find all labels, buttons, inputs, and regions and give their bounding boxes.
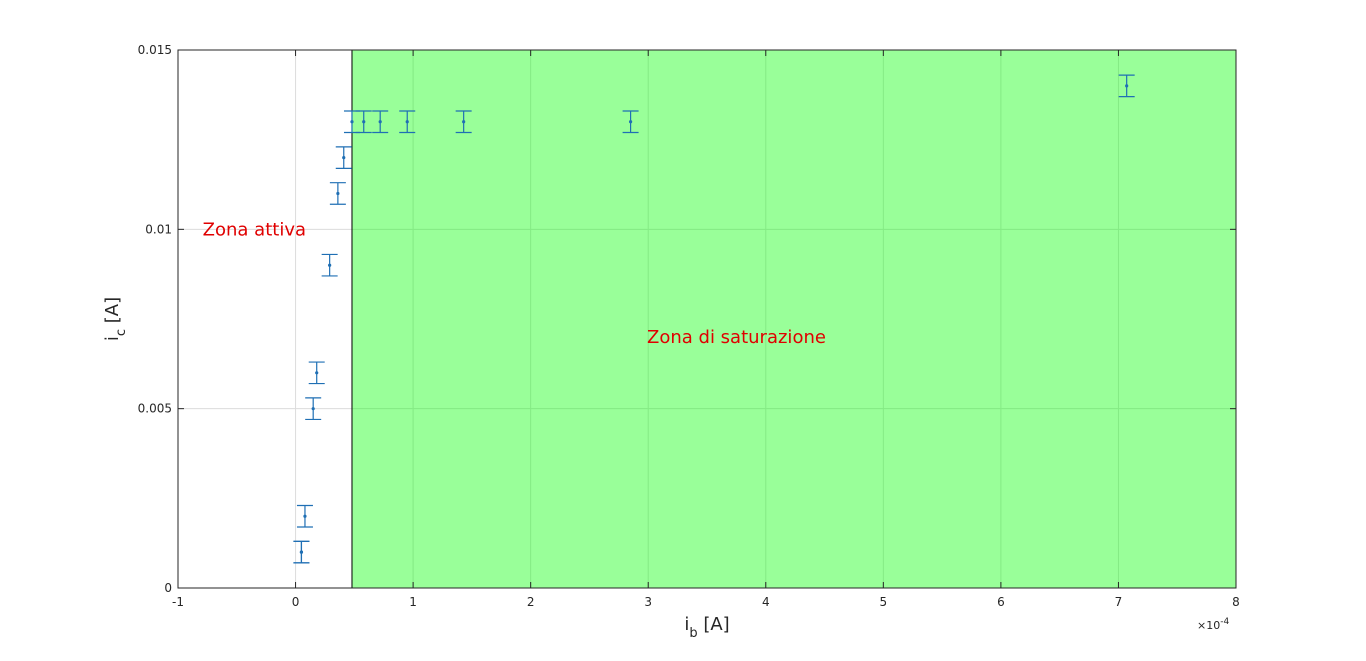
point-marker bbox=[405, 120, 409, 124]
data-point bbox=[355, 110, 372, 134]
x-tick-label: -1 bbox=[172, 595, 184, 609]
data-point bbox=[293, 540, 310, 564]
data-point bbox=[622, 110, 639, 134]
point-marker bbox=[628, 120, 633, 124]
x-tick-label: 6 bbox=[997, 595, 1005, 609]
x-tick-label: 1 bbox=[409, 595, 417, 609]
data-points bbox=[293, 74, 1135, 564]
point-marker bbox=[362, 120, 366, 124]
y-tick-label: 0 bbox=[164, 581, 172, 595]
data-point bbox=[305, 397, 322, 421]
point-marker bbox=[1125, 84, 1129, 88]
point-marker bbox=[315, 371, 319, 375]
data-point bbox=[308, 361, 325, 385]
x-axis-label: ib [A] bbox=[684, 614, 729, 641]
x-tick-label: 5 bbox=[880, 595, 888, 609]
point-marker bbox=[378, 120, 382, 124]
point-marker bbox=[342, 156, 346, 160]
data-point bbox=[399, 110, 416, 134]
x-tick-label: 2 bbox=[527, 595, 535, 609]
x-tick-label: 4 bbox=[762, 595, 770, 609]
annotation-label: Zona di saturazione bbox=[647, 327, 826, 348]
x-tick-label: 3 bbox=[644, 595, 652, 609]
data-point bbox=[296, 504, 313, 528]
point-marker bbox=[350, 120, 354, 124]
x-tick-label: 8 bbox=[1232, 595, 1240, 609]
point-marker bbox=[311, 407, 315, 411]
y-tick-label: 0.015 bbox=[138, 43, 172, 57]
data-point bbox=[335, 146, 352, 169]
data-point bbox=[455, 110, 472, 134]
saturation-region bbox=[351, 49, 1237, 589]
data-point bbox=[1118, 74, 1135, 98]
annotations: Zona attiva Zona di saturazione bbox=[203, 219, 826, 348]
data-point bbox=[329, 182, 346, 205]
plot-background bbox=[178, 50, 1236, 588]
annotation-label: Zona attiva bbox=[203, 219, 306, 240]
plot-frame bbox=[177, 49, 1237, 589]
x-tick-label: 0 bbox=[292, 595, 300, 609]
point-marker bbox=[299, 550, 304, 554]
data-point bbox=[321, 253, 338, 277]
x-axis-multiplier: ×10-4 bbox=[1197, 617, 1229, 632]
y-tick-label: 0.005 bbox=[138, 402, 172, 416]
x-tick-label: 7 bbox=[1115, 595, 1123, 609]
point-marker bbox=[328, 263, 332, 267]
point-marker bbox=[336, 191, 340, 196]
y-tick-label: 0.01 bbox=[145, 222, 172, 236]
point-marker bbox=[303, 514, 307, 518]
y-axis-label: ic [A] bbox=[102, 297, 129, 341]
point-marker bbox=[462, 120, 466, 124]
data-point bbox=[372, 110, 389, 134]
